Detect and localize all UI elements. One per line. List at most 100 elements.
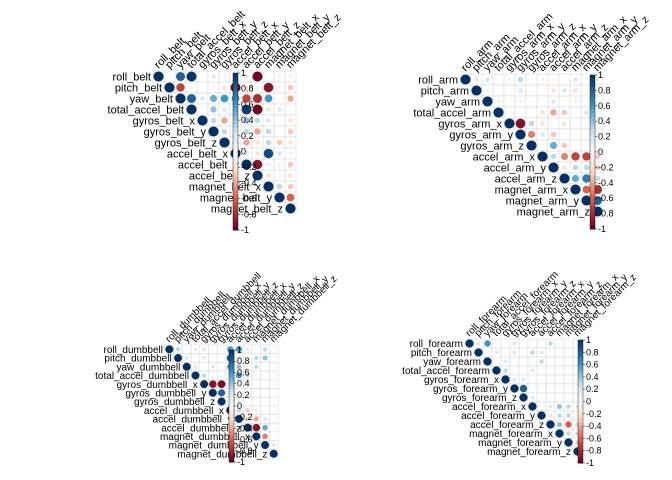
row-label: accel_belt_x [167, 148, 229, 160]
corr-circle [254, 364, 259, 369]
grid-cell [527, 383, 538, 394]
colorbar-segment [590, 113, 595, 118]
corr-circle [208, 388, 217, 397]
colorbar-segment [233, 151, 238, 156]
colorbar-segment [578, 346, 583, 350]
grid-cell [536, 84, 549, 97]
corr-circle [539, 359, 544, 364]
colorbar-segment [229, 364, 234, 368]
corr-circle [262, 424, 268, 431]
grid-cell [269, 414, 279, 424]
colorbar-segment [233, 73, 238, 78]
corr-circle [222, 85, 227, 90]
colorbar-segment [229, 431, 234, 435]
corr-circle [476, 341, 481, 346]
colorbar-segment [233, 127, 238, 133]
grid-cell [260, 362, 270, 372]
corr-circle [220, 94, 229, 103]
colorbar-segment [233, 202, 238, 207]
corr-circle [277, 151, 282, 156]
corr-circle [252, 71, 263, 82]
corr-circle [595, 77, 600, 82]
grid-cell [262, 70, 275, 83]
row-label: pitch_dumbbell [104, 354, 171, 365]
grid-cell [482, 347, 493, 358]
corr-circle [582, 152, 591, 161]
colorbar-segment [233, 175, 238, 180]
colorbar-tick-label: -0.4 [241, 178, 257, 188]
row-label: gyros_dumbbell_y [125, 388, 206, 399]
corr-circle [266, 173, 271, 178]
row-label: roll_forearm [410, 339, 463, 350]
corr-circle [287, 84, 294, 91]
grid-cell [251, 396, 261, 407]
corr-circle [503, 368, 508, 373]
colorbar-segment [578, 429, 583, 433]
corr-circle [236, 408, 242, 413]
corr-circle [202, 347, 206, 352]
corr-circle [255, 85, 260, 90]
colorbar-segment [229, 375, 234, 379]
corr-circle [235, 346, 243, 353]
corr-circle [561, 142, 568, 149]
corr-circle [537, 151, 548, 162]
corr-circle [483, 357, 492, 366]
colorbar: 1 0.8 0.6 0.4 0.2 0 -0.2 -0.4 -0.6 -0.8 -1 [589, 70, 614, 234]
colorbar-tick-label: -1 [586, 458, 594, 468]
row-label: accel_arm_y [484, 162, 547, 174]
corr-circle [165, 345, 174, 354]
colorbar-segment [578, 398, 583, 402]
colorbar-tick-label: -1 [598, 224, 606, 234]
row-label: magnet_forearm_z [487, 447, 571, 458]
corr-circle [211, 364, 215, 369]
row-label: pitch_arm [421, 85, 469, 97]
corr-circle [210, 106, 217, 113]
corrplot-panel-1: roll_beltpitch_beltyaw_belttotal_accel_b… [108, 9, 344, 235]
colorbar-tick-label: 0 [586, 397, 591, 407]
corr-circle [235, 372, 243, 379]
grid-cell [269, 396, 279, 407]
colorbar-tick-label: 0 [598, 147, 603, 157]
colorbar-segment [590, 194, 595, 199]
corr-circle [175, 93, 186, 104]
grid-cell [563, 347, 574, 358]
row-label: accel_dumbbell_y [153, 415, 233, 426]
grid-cell [536, 338, 547, 349]
row-label: accel_forearm_z [470, 420, 544, 431]
colorbar-tick-label: 0.8 [598, 85, 611, 95]
corr-circle [252, 93, 263, 104]
corr-circle [573, 99, 578, 104]
corr-circle [504, 118, 515, 129]
corr-circle [548, 404, 553, 409]
grid-cell [503, 95, 516, 108]
corr-circle [530, 368, 535, 373]
corr-circle [550, 109, 557, 116]
row-label: gyros_belt_x [133, 115, 196, 127]
corr-circle [252, 104, 263, 115]
colorbar-segment [590, 163, 595, 168]
grid-cell [563, 338, 574, 349]
corr-circle [566, 431, 571, 436]
grid-cell [525, 95, 538, 108]
colorbar-segment [233, 116, 238, 121]
corr-circle [555, 429, 564, 438]
colorbar-segment [578, 419, 583, 424]
grid-cell [269, 388, 279, 398]
corr-circle [210, 117, 217, 124]
colorbar-segment [229, 366, 234, 371]
colorbar-segment [229, 408, 234, 413]
row-label: magnet_belt_x [189, 181, 262, 193]
corr-circle [573, 88, 578, 93]
corr-circle [263, 148, 274, 159]
grid-cell [196, 81, 209, 94]
corr-circle [222, 107, 227, 112]
grid-cell [536, 365, 547, 376]
colorbar-segment [578, 352, 583, 356]
corr-circle [561, 109, 568, 116]
corr-circle [243, 117, 250, 124]
colorbar-segment [229, 414, 234, 418]
colorbar-segment [590, 144, 595, 149]
corr-circle [252, 159, 263, 170]
corr-circle [562, 121, 567, 126]
row-label: accel_forearm_x [452, 402, 526, 413]
